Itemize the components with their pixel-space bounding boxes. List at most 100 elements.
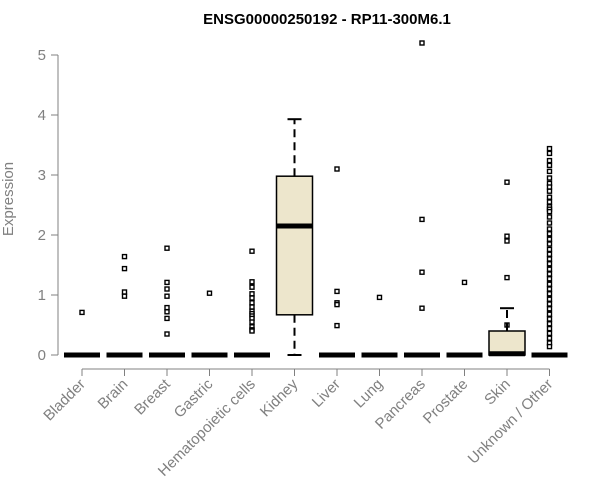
outlier-point bbox=[546, 145, 553, 152]
outlier-point bbox=[546, 251, 553, 257]
outlier-point bbox=[546, 214, 553, 220]
outlier-point bbox=[546, 266, 553, 272]
x-tick-label: Bladder bbox=[40, 376, 89, 425]
outlier-point bbox=[504, 179, 510, 185]
outlier-point bbox=[419, 216, 425, 223]
y-axis-label: Expression bbox=[0, 162, 17, 236]
outlier-point bbox=[546, 246, 553, 253]
outlier-point bbox=[546, 157, 553, 164]
outlier-point bbox=[546, 343, 553, 350]
box-pancreas bbox=[404, 40, 440, 358]
outlier-point bbox=[249, 304, 255, 310]
box-brain bbox=[106, 253, 143, 358]
outlier-point bbox=[334, 322, 340, 329]
outlier-point bbox=[546, 261, 553, 267]
outlier-point bbox=[334, 301, 340, 308]
x-tick-label: Lung bbox=[351, 376, 387, 412]
outlier-point bbox=[121, 289, 128, 295]
outlier-point bbox=[546, 220, 553, 226]
box-body bbox=[275, 175, 314, 316]
y-tick-label: 3 bbox=[38, 167, 46, 184]
outlier-point bbox=[419, 305, 425, 311]
outlier-point bbox=[461, 279, 468, 286]
outlier-point bbox=[546, 184, 553, 190]
outlier-point bbox=[164, 279, 170, 286]
outlier-point bbox=[546, 150, 553, 157]
outlier-point bbox=[546, 271, 553, 277]
outlier-point bbox=[546, 330, 553, 337]
outlier-point bbox=[249, 300, 255, 306]
outlier-point bbox=[546, 276, 553, 282]
outlier-point bbox=[164, 309, 170, 315]
outlier-point bbox=[546, 236, 553, 242]
outlier-point bbox=[504, 233, 510, 239]
outlier-point bbox=[249, 248, 255, 254]
outlier-point bbox=[121, 253, 128, 260]
outlier-point bbox=[121, 265, 128, 272]
y-tick-label: 2 bbox=[38, 227, 46, 244]
outlier-point bbox=[546, 291, 553, 297]
outlier-point bbox=[504, 274, 510, 281]
box-breast bbox=[149, 245, 185, 358]
y-tick-label: 4 bbox=[38, 107, 46, 124]
x-tick-label: Skin bbox=[481, 376, 514, 409]
box-lung bbox=[361, 294, 398, 358]
box-hematopoietic-cells bbox=[234, 248, 270, 358]
outlier-point bbox=[206, 290, 213, 296]
outlier-point bbox=[249, 319, 255, 325]
x-tick-label: Liver bbox=[309, 376, 344, 411]
outlier-point bbox=[546, 325, 553, 332]
outlier-point bbox=[546, 241, 553, 247]
outlier-point bbox=[546, 256, 553, 262]
outlier-point bbox=[546, 208, 553, 215]
outlier-point bbox=[334, 166, 340, 172]
outlier-point bbox=[546, 175, 553, 181]
outlier-point bbox=[164, 293, 170, 299]
chart-title: ENSG00000250192 - RP11-300M6.1 bbox=[203, 11, 451, 28]
outlier-point bbox=[164, 245, 170, 251]
outlier-point bbox=[546, 194, 553, 200]
outlier-point bbox=[334, 288, 340, 295]
box-liver bbox=[319, 166, 355, 358]
outlier-point bbox=[79, 309, 85, 316]
y-tick-label: 1 bbox=[38, 287, 46, 304]
outlier-point bbox=[164, 286, 170, 292]
outlier-point bbox=[249, 295, 255, 301]
outlier-point bbox=[546, 231, 553, 237]
box-skin bbox=[488, 179, 526, 357]
box-bladder bbox=[64, 309, 100, 358]
y-axis: 0 1 2 3 4 5 bbox=[38, 47, 59, 364]
outlier-point bbox=[249, 284, 255, 290]
y-tick-label: 0 bbox=[38, 347, 46, 364]
outlier-point bbox=[546, 226, 553, 232]
outlier-point bbox=[419, 40, 425, 46]
outlier-point bbox=[546, 306, 553, 312]
outlier-point bbox=[164, 304, 170, 311]
outlier-point bbox=[121, 293, 128, 299]
outlier-point bbox=[546, 188, 553, 194]
outlier-point bbox=[546, 296, 553, 302]
outlier-point bbox=[504, 238, 510, 244]
box-gastric bbox=[191, 290, 228, 358]
outlier-point bbox=[546, 311, 553, 317]
outlier-point bbox=[546, 316, 553, 322]
outlier-point bbox=[546, 286, 553, 292]
outlier-point bbox=[546, 335, 553, 341]
x-tick-label: Kidney bbox=[257, 375, 302, 420]
outlier-point bbox=[419, 269, 425, 275]
outlier-point bbox=[546, 321, 553, 327]
x-tick-label: Prostate bbox=[420, 376, 472, 428]
y-tick-label: 5 bbox=[38, 47, 46, 64]
outlier-point bbox=[546, 162, 553, 169]
box-prostate bbox=[446, 279, 483, 358]
x-tick-label: Brain bbox=[95, 376, 132, 413]
outlier-point bbox=[164, 315, 170, 322]
outlier-point bbox=[546, 281, 553, 287]
outlier-point bbox=[249, 291, 255, 297]
outlier-point bbox=[546, 301, 553, 307]
box-series bbox=[64, 40, 568, 358]
outlier-point bbox=[546, 168, 553, 175]
outlier-point bbox=[164, 331, 170, 337]
